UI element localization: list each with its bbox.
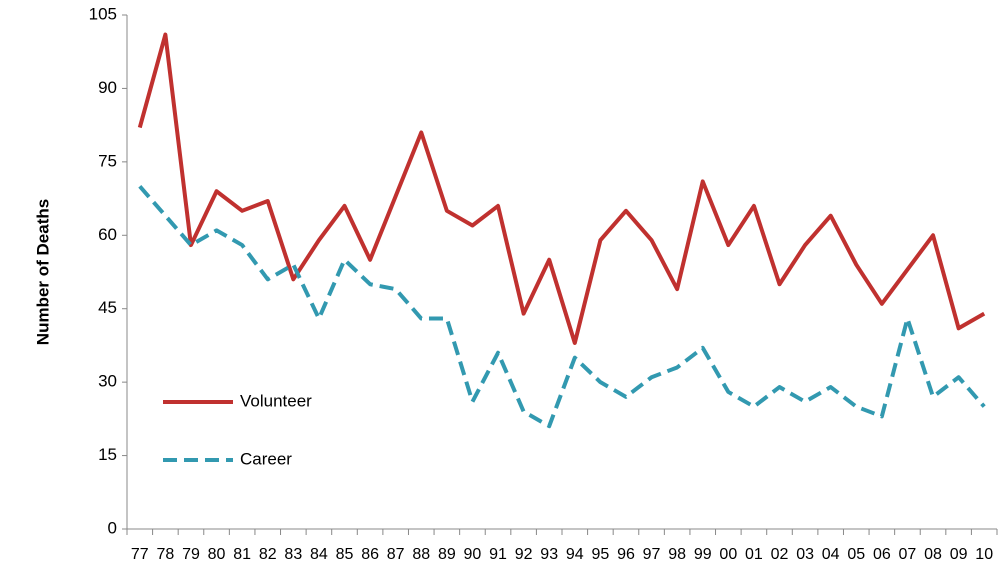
x-tick-label: 97 [643, 546, 661, 563]
y-tick-label: 30 [98, 372, 117, 391]
x-tick-label: 83 [284, 546, 302, 563]
x-tick-label: 06 [873, 546, 891, 563]
x-tick-label: 80 [208, 546, 226, 563]
x-tick-label: 96 [617, 546, 635, 563]
x-tick-label: 77 [131, 546, 149, 563]
x-tick-label: 84 [310, 546, 328, 563]
x-tick-label: 85 [336, 546, 354, 563]
y-tick-label: 90 [98, 78, 117, 97]
x-tick-label: 78 [156, 546, 174, 563]
y-tick-label: 105 [89, 4, 117, 23]
x-tick-label: 00 [719, 546, 737, 563]
x-tick-label: 88 [412, 546, 430, 563]
x-tick-label: 87 [387, 546, 405, 563]
x-tick-label: 04 [822, 546, 840, 563]
x-tick-label: 82 [259, 546, 277, 563]
line-series [138, 185, 986, 429]
x-tick-label: 01 [745, 546, 763, 563]
x-tick-label: 05 [847, 546, 865, 563]
line-series [137, 32, 986, 345]
x-tick-label: 89 [438, 546, 456, 563]
y-tick-label: 0 [108, 518, 117, 537]
x-tick-label: 98 [668, 546, 686, 563]
x-tick-label: 99 [694, 546, 712, 563]
y-axis-label: Number of Deaths [33, 199, 52, 345]
x-tick-label: 07 [899, 546, 917, 563]
legend-label: Career [240, 449, 292, 468]
y-tick-label: 45 [98, 298, 117, 317]
x-tick-label: 10 [975, 546, 993, 563]
x-tick-label: 02 [771, 546, 789, 563]
x-tick-label: 86 [361, 546, 379, 563]
y-tick-label: 75 [98, 151, 117, 170]
x-tick-label: 94 [566, 546, 584, 563]
x-tick-label: 90 [464, 546, 482, 563]
x-tick-label: 81 [233, 546, 251, 563]
y-tick-label: 60 [98, 225, 117, 244]
x-tick-label: 95 [591, 546, 609, 563]
x-tick-label: 08 [924, 546, 942, 563]
x-tick-label: 91 [489, 546, 507, 563]
legend-label: Volunteer [240, 391, 312, 410]
x-tick-label: 79 [182, 546, 200, 563]
x-tick-label: 93 [540, 546, 558, 563]
x-tick-label: 09 [950, 546, 968, 563]
y-tick-label: 15 [98, 445, 117, 464]
x-tick-label: 92 [515, 546, 533, 563]
x-tick-label: 03 [796, 546, 814, 563]
